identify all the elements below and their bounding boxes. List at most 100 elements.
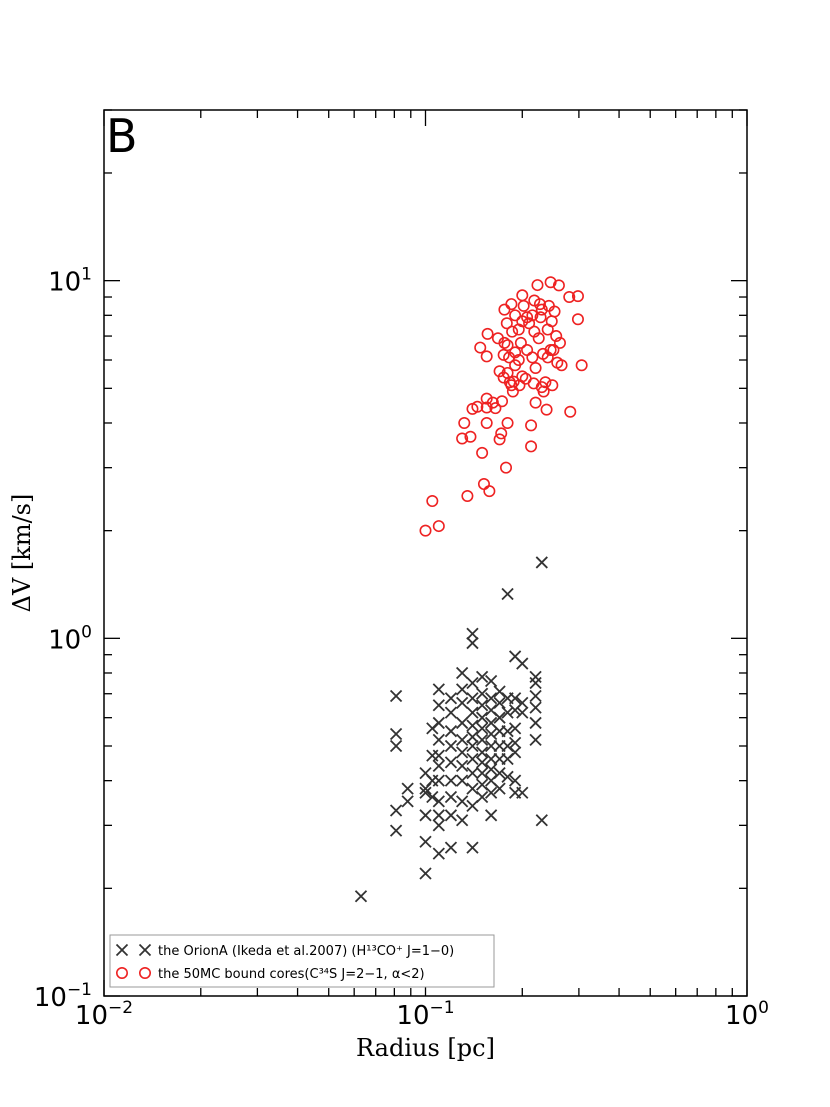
data-point-x — [466, 766, 479, 780]
y-axis-label: ΔV [km/s] — [8, 494, 36, 613]
data-point-x — [432, 716, 445, 730]
data-point-circle — [506, 385, 519, 398]
data-point-circle — [550, 330, 563, 343]
data-point-circle — [525, 419, 538, 432]
data-point-x — [501, 725, 514, 738]
data-point-circle — [432, 520, 445, 533]
data-point-x — [475, 687, 489, 700]
data-point-x — [419, 867, 432, 880]
data-point-circle — [426, 495, 439, 508]
panel-label: B — [106, 109, 138, 163]
data-point-x — [419, 786, 432, 799]
plot-frame — [103, 109, 748, 997]
data-point-circle — [516, 289, 529, 302]
data-point-x — [432, 733, 445, 747]
data-point-x — [455, 666, 469, 680]
data-point-x — [432, 759, 445, 772]
data-point-circle — [474, 341, 487, 354]
data-point-x — [466, 752, 479, 766]
data-point-x — [432, 795, 445, 808]
data-point-x — [444, 790, 458, 804]
data-point-circle — [501, 339, 514, 352]
data-point-x — [401, 782, 414, 795]
axis-ticks — [103, 109, 748, 997]
data-point-x — [444, 774, 458, 787]
data-point-circle — [498, 303, 511, 316]
legend-marker-x — [138, 943, 152, 957]
data-point-x — [501, 770, 514, 783]
data-point-x — [466, 706, 479, 719]
data-point-circle — [564, 405, 577, 418]
y-tick-labels: 10−1 100 101 — [34, 265, 92, 1013]
data-point-x — [484, 727, 498, 741]
data-point-x — [493, 766, 506, 780]
data-point-circle — [571, 290, 584, 303]
data-point-x — [455, 733, 469, 747]
data-point-x — [529, 689, 542, 703]
data-point-x — [529, 733, 542, 747]
data-point-x — [493, 685, 506, 698]
data-point-x — [466, 739, 479, 753]
data-point-x — [475, 670, 489, 684]
x-axis-label: Radius [pc] — [356, 1034, 495, 1062]
data-point-x — [389, 824, 403, 837]
data-point-x — [501, 587, 514, 601]
data-point-x — [432, 683, 445, 696]
data-point-x — [455, 696, 469, 710]
data-point-circle — [521, 343, 534, 356]
data-point-circle — [537, 385, 550, 398]
data-point-x — [475, 722, 489, 735]
data-point-x — [508, 736, 522, 750]
data-point-circle — [505, 298, 518, 311]
data-point-x — [535, 556, 548, 569]
data-point-x — [484, 763, 498, 776]
data-point-x — [529, 676, 542, 690]
legend-entry: the 50MC bound cores(C³⁴S J=2−1, α<2) — [116, 966, 425, 982]
data-point-x — [475, 699, 489, 712]
data-point-circle — [500, 461, 513, 474]
data-point-x — [466, 692, 479, 705]
data-point-circle — [512, 354, 525, 367]
data-point-x — [475, 756, 489, 769]
data-point-circle — [480, 350, 493, 363]
data-point-x — [455, 683, 469, 696]
data-point-circle — [471, 400, 484, 413]
data-point-x — [466, 627, 479, 640]
data-point-x — [432, 774, 445, 787]
data-point-x — [444, 809, 458, 822]
data-point-x — [455, 814, 469, 827]
data-point-x — [516, 657, 529, 670]
data-point-x — [484, 692, 498, 705]
data-point-circle — [545, 315, 558, 328]
data-point-circle — [526, 351, 539, 364]
data-point-x — [535, 814, 548, 827]
data-point-x — [529, 716, 542, 730]
data-point-circle — [541, 351, 554, 364]
data-point-circle — [553, 336, 566, 349]
x-tick-label: 10−2 — [75, 998, 133, 1031]
data-point-circle — [531, 279, 544, 292]
data-point-circle — [534, 311, 547, 324]
x-tick-label: 100 — [725, 998, 769, 1031]
data-point-circle — [493, 365, 506, 378]
y-tick-label: 100 — [48, 622, 92, 655]
data-point-x — [432, 699, 445, 712]
y-tick-label: 101 — [48, 265, 92, 298]
data-point-circle — [500, 317, 513, 330]
data-point-circle — [546, 379, 559, 392]
data-point-x — [508, 746, 522, 759]
data-point-x — [455, 774, 469, 787]
legend-marker-circle — [139, 966, 152, 979]
data-point-x — [516, 706, 529, 719]
data-point-circle — [526, 309, 539, 322]
data-point-x — [444, 706, 458, 719]
data-point-x — [529, 701, 542, 714]
data-point-x — [354, 890, 368, 903]
legend-box — [109, 934, 495, 988]
y-tick-label: 10−1 — [34, 980, 92, 1013]
data-point-x — [484, 674, 498, 688]
data-point-x — [444, 841, 458, 854]
data-point-x — [432, 809, 445, 822]
data-point-x — [455, 746, 469, 759]
data-point-x — [444, 756, 458, 769]
